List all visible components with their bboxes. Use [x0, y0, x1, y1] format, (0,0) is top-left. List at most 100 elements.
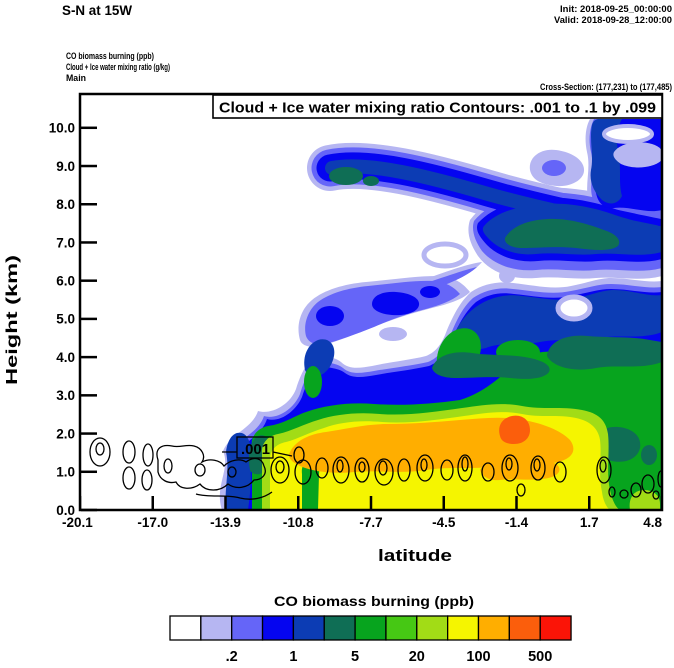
x-axis-ticks — [81, 496, 661, 509]
colorbar-labels: .2 1 5 20 100 500 — [226, 649, 553, 665]
fill-level-6-upper — [329, 167, 620, 250]
cloud-contour-cell — [293, 446, 305, 464]
page-title: S-N at 15W — [62, 2, 133, 18]
fill-l4-band3-core-a — [316, 306, 344, 326]
contour-label-group: .001 — [236, 436, 274, 459]
y-tick-label: 10.0 — [49, 121, 75, 136]
init-time: Init: 2018-09-25_00:00:00 — [560, 4, 672, 14]
fill-l7-spike-core — [304, 366, 322, 398]
colorbar-boundary-label: 1 — [289, 649, 297, 665]
y-tick-label: 8.0 — [56, 197, 75, 212]
cloud-contour-cell — [336, 459, 344, 473]
cloud-contour-cell — [608, 486, 616, 498]
hole-band3 — [555, 294, 593, 322]
cloud-contour-cell — [630, 482, 642, 498]
y-axis-ticks: 0.0 1.0 2.0 3.0 4.0 5.0 6.0 7.0 8.0 9.0 10.0 — [49, 121, 97, 518]
colorbar-boundary-label: 20 — [409, 649, 425, 665]
y-tick-label: 6.0 — [56, 273, 75, 288]
valid-time: Valid: 2018-09-28_12:00:00 — [554, 15, 672, 25]
cloud-contour-cell — [163, 458, 173, 474]
colorbar-cell — [323, 615, 356, 641]
contour-label-text: .001 — [241, 441, 270, 458]
fill-l6-right-band — [546, 335, 661, 370]
cloud-contour-cell — [420, 458, 428, 472]
cloud-contour-cell — [142, 443, 154, 467]
cloud-mixing-ratio-contours — [89, 437, 661, 500]
field-line-2: Cloud + Ice water mixing ratio (g/kg) — [66, 62, 170, 72]
cloud-contour-cell — [533, 458, 541, 472]
contour-holes — [379, 124, 661, 341]
cloud-contour-cell — [194, 463, 206, 477]
cloud-contour-cell — [332, 456, 350, 484]
cloud-contour-cell — [516, 483, 526, 497]
cloud-contour-cell — [481, 462, 495, 482]
fill-l6-band-core — [504, 218, 620, 250]
cloud-contour-cell — [95, 442, 105, 456]
colorbar-cell — [261, 615, 295, 641]
colorbar-title: CO biomass burning (ppb) — [274, 594, 474, 609]
y-tick-label: 4.0 — [56, 350, 75, 365]
x-tick-label: 4.8 — [643, 515, 662, 530]
fill-l4-band3-core-c — [420, 286, 440, 298]
fill-l6-stripe — [432, 352, 550, 379]
colorbar-cell — [200, 615, 233, 641]
fill-l6-nose-b — [363, 176, 379, 186]
plot-frame — [78, 92, 664, 512]
cloud-contour-cell — [657, 470, 661, 488]
colorbar-boundary-label: 500 — [528, 649, 552, 665]
cloud-contour-cell — [530, 455, 546, 481]
contour-header-box — [212, 94, 663, 119]
cloud-contour-cell — [89, 437, 111, 467]
cloud-contour-cell — [505, 457, 513, 471]
x-axis-title: latitude — [378, 546, 452, 565]
patch-column-lavender — [613, 142, 661, 168]
field-line-3: Main — [66, 73, 86, 83]
colorbar-boundary-label: 100 — [466, 649, 490, 665]
contour-fill-field: .001 — [81, 119, 661, 509]
cloud-contour-cell — [416, 454, 434, 482]
fill-l7-streak — [301, 460, 320, 509]
cloud-contour-chain-tail — [195, 491, 273, 500]
y-tick-label: 9.0 — [56, 159, 75, 174]
y-tick-label: 0.0 — [56, 503, 75, 518]
colorbar-cell — [446, 615, 480, 641]
cloud-contour-cell — [358, 461, 366, 473]
contour-label-box — [236, 436, 274, 459]
x-tick-label: -4.5 — [432, 515, 456, 530]
y-tick-label: 1.0 — [56, 465, 75, 480]
cloud-contour-cell — [315, 457, 329, 479]
cloud-contour-cell — [141, 469, 153, 491]
colorbar-cell — [292, 615, 325, 641]
cloud-contour-cell — [270, 456, 290, 484]
y-tick-label: 3.0 — [56, 388, 75, 403]
colorbar-boundary-label: 5 — [351, 649, 359, 665]
highlight-lavender-a — [379, 327, 407, 341]
cloud-contour-cell — [374, 458, 394, 486]
highlight-lavender-b — [499, 269, 515, 283]
x-tick-label: 1.7 — [580, 515, 599, 530]
colorbar-cell — [354, 615, 387, 641]
cloud-contour-cell — [227, 466, 237, 478]
y-axis-title: Height (km) — [4, 255, 21, 385]
hole-under-arm — [421, 241, 469, 269]
y-tick-label: 7.0 — [56, 235, 75, 250]
colorbar — [169, 615, 572, 641]
x-tick-label: -10.8 — [283, 515, 314, 530]
x-tick-label: -7.7 — [359, 515, 382, 530]
cloud-contour-cell — [501, 454, 519, 482]
colorbar-boundary-label: .2 — [226, 649, 238, 665]
colorbar-cell — [508, 615, 541, 641]
cloud-contour-cell — [275, 460, 285, 474]
hole-column-top — [602, 124, 654, 144]
fill-l12-core — [499, 415, 530, 444]
fill-l4-band3-core-b — [372, 291, 420, 316]
cloud-contour-cell — [378, 460, 388, 476]
cloud-contour-cell — [619, 489, 629, 499]
cloud-contour-cell — [122, 466, 136, 490]
cloud-contour-cell — [599, 459, 607, 473]
x-tick-label: -13.9 — [210, 515, 241, 530]
cloud-contour-cell — [354, 457, 370, 483]
colorbar-cell — [416, 615, 449, 641]
cloud-contour-cell — [461, 456, 469, 472]
